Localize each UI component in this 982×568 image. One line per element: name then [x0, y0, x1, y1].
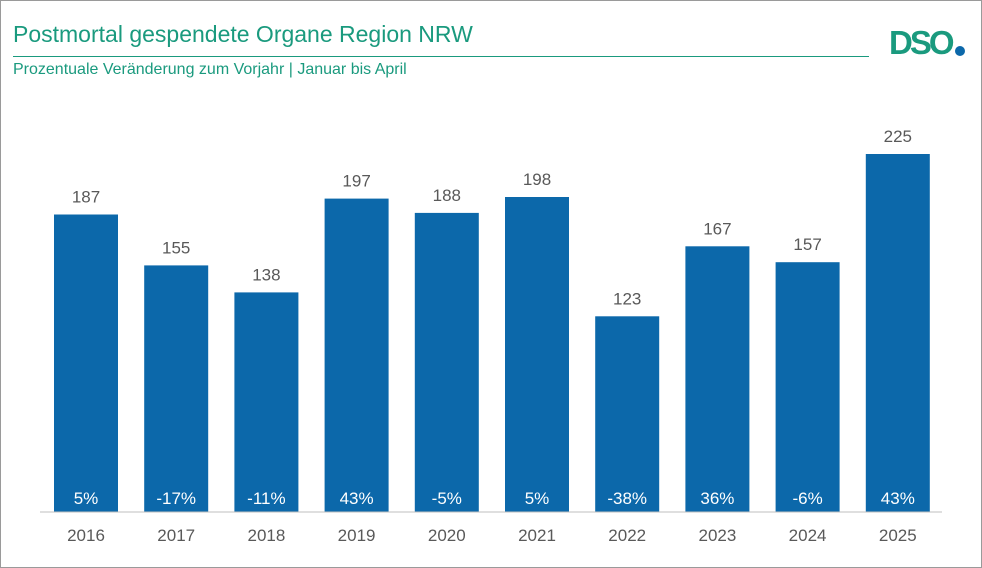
bar-2023	[685, 246, 750, 513]
change-label-2022: -38%	[607, 489, 647, 508]
bar-2017	[144, 265, 209, 512]
change-label-2020: -5%	[432, 489, 462, 508]
x-tick-2016: 2016	[67, 526, 105, 545]
title-divider	[13, 56, 869, 57]
x-tick-2025: 2025	[879, 526, 917, 545]
chart-subtitle: Prozentuale Veränderung zum Vorjahr | Ja…	[13, 61, 407, 78]
bars-group	[54, 154, 930, 513]
value-label-2022: 123	[613, 289, 641, 308]
value-label-2020: 188	[433, 186, 461, 205]
x-tick-2021: 2021	[518, 526, 556, 545]
value-label-2023: 167	[703, 219, 731, 238]
labels-group: 187 5% 2016 155 -17% 2017 138 -11% 2018 197 43% 201…	[67, 127, 917, 545]
x-tick-2019: 2019	[338, 526, 376, 545]
bar-2022	[595, 316, 660, 512]
change-label-2023: 36%	[700, 489, 734, 508]
bar-2019	[324, 198, 389, 512]
bar-2025	[865, 154, 930, 512]
dso-logo-text: DSO	[889, 25, 954, 59]
change-label-2024: -6%	[792, 489, 822, 508]
x-tick-2022: 2022	[608, 526, 646, 545]
chart-title: Postmortal gespendete Organe Region NRW	[13, 21, 473, 47]
change-label-2021: 5%	[525, 489, 550, 508]
change-label-2017: -17%	[156, 489, 196, 508]
value-label-2019: 197	[342, 172, 370, 191]
x-tick-2020: 2020	[428, 526, 466, 545]
x-tick-2018: 2018	[247, 526, 285, 545]
bar-2018	[234, 292, 299, 512]
value-label-2025: 225	[884, 127, 912, 146]
value-label-2018: 138	[252, 265, 280, 284]
value-label-2017: 155	[162, 238, 190, 257]
bar-2020	[414, 212, 479, 512]
change-label-2016: 5%	[74, 489, 99, 508]
value-label-2021: 198	[523, 170, 551, 189]
value-label-2024: 157	[793, 235, 821, 254]
x-tick-2017: 2017	[157, 526, 195, 545]
change-label-2018: -11%	[247, 489, 285, 508]
change-label-2019: 43%	[340, 489, 374, 508]
bar-2016	[54, 214, 118, 512]
change-label-2025: 43%	[881, 489, 915, 508]
bar-2021	[505, 197, 569, 512]
logo-dot-icon	[955, 46, 965, 56]
value-label-2016: 187	[72, 188, 100, 207]
x-tick-2023: 2023	[698, 526, 736, 545]
bar-2024	[775, 262, 840, 512]
x-tick-2024: 2024	[789, 526, 827, 545]
dso-logo: DSO	[889, 25, 965, 59]
